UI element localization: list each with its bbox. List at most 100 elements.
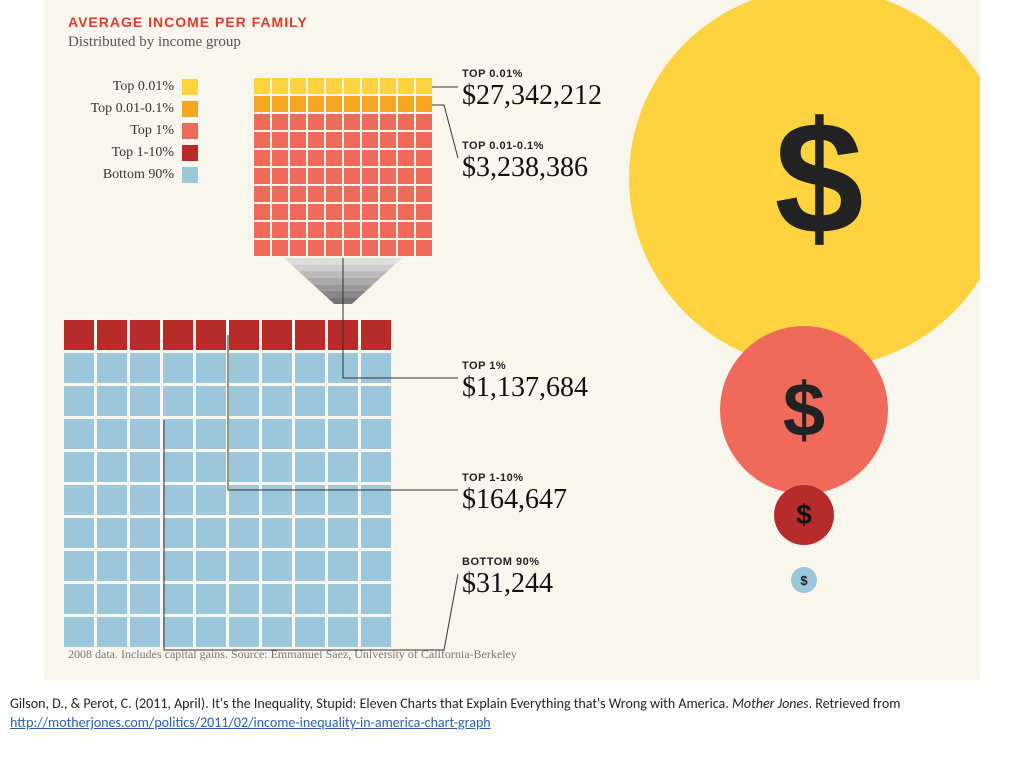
grid-cell: [130, 452, 160, 482]
value-label: TOP 0.01%$27,342,212: [462, 68, 602, 112]
grid-cell: [308, 240, 324, 256]
grid-cell: [361, 353, 391, 383]
grid-cell: [295, 617, 325, 647]
grid-cell: [130, 353, 160, 383]
grid-cell: [362, 186, 378, 202]
grid-cell: [97, 320, 127, 350]
funnel-icon: [284, 258, 402, 304]
grid-cell: [308, 96, 324, 112]
value-label: TOP 0.01-0.1%$3,238,386: [462, 140, 588, 184]
grid-cell: [295, 551, 325, 581]
grid-cell: [229, 617, 259, 647]
grid-cell: [416, 204, 432, 220]
grid-cell: [361, 485, 391, 515]
citation-text: Gilson, D., & Perot, C. (2011, April). I…: [10, 695, 1014, 733]
value-amount: $31,244: [462, 568, 553, 600]
grid-cell: [328, 452, 358, 482]
grid-cell: [416, 240, 432, 256]
value-tag: TOP 0.01-0.1%: [462, 140, 588, 152]
dollar-icon: $: [796, 499, 812, 531]
grid-cell: [380, 78, 396, 94]
grid-cell: [361, 419, 391, 449]
grid-cell: [130, 617, 160, 647]
grid-cell: [416, 150, 432, 166]
citation-part-b: . Retrieved from: [809, 695, 901, 712]
value-tag: TOP 1%: [462, 360, 588, 372]
grid-cell: [97, 518, 127, 548]
citation-journal: Mother Jones: [732, 695, 809, 712]
grid-cell: [362, 96, 378, 112]
grid-cell: [272, 240, 288, 256]
grid-cell: [262, 518, 292, 548]
grid-cell: [262, 386, 292, 416]
grid-cell: [380, 132, 396, 148]
grid-cell: [97, 452, 127, 482]
grid-cell: [344, 114, 360, 130]
value-amount: $1,137,684: [462, 372, 588, 404]
grid-cell: [272, 222, 288, 238]
grid-cell: [254, 168, 270, 184]
grid-cell: [64, 617, 94, 647]
grid-cell: [398, 78, 414, 94]
grid-cell: [229, 452, 259, 482]
grid-cell: [361, 386, 391, 416]
grid-cell: [229, 320, 259, 350]
grid-cell: [229, 419, 259, 449]
grid-cell: [254, 186, 270, 202]
grid-cell: [254, 132, 270, 148]
grid-cell: [229, 485, 259, 515]
value-tag: BOTTOM 90%: [462, 556, 553, 568]
income-bubble: $: [791, 567, 817, 593]
dollar-icon: $: [800, 573, 807, 588]
grid-cell: [398, 96, 414, 112]
grid-cell: [229, 353, 259, 383]
grid-cell: [362, 222, 378, 238]
grid-cell: [163, 320, 193, 350]
legend-label: Top 1%: [130, 123, 174, 139]
grid-cell: [416, 186, 432, 202]
grid-cell: [163, 518, 193, 548]
grid-cell: [380, 96, 396, 112]
grid-cell: [326, 150, 342, 166]
legend-label: Top 1-10%: [112, 145, 174, 161]
grid-cell: [295, 386, 325, 416]
grid-cell: [130, 518, 160, 548]
grid-cell: [272, 186, 288, 202]
grid-cell: [97, 551, 127, 581]
grid-cell: [196, 419, 226, 449]
grid-cell: [97, 617, 127, 647]
grid-cell: [308, 168, 324, 184]
grid-cell: [295, 320, 325, 350]
grid-cell: [262, 485, 292, 515]
grid-cell: [328, 617, 358, 647]
grid-cell: [326, 114, 342, 130]
population-grid: [64, 320, 391, 647]
grid-cell: [196, 485, 226, 515]
grid-cell: [362, 240, 378, 256]
value-amount: $27,342,212: [462, 80, 602, 112]
grid-cell: [308, 222, 324, 238]
grid-cell: [64, 551, 94, 581]
grid-cell: [163, 386, 193, 416]
grid-cell: [290, 96, 306, 112]
grid-cell: [130, 584, 160, 614]
grid-cell: [64, 320, 94, 350]
grid-cell: [272, 168, 288, 184]
grid-cell: [398, 168, 414, 184]
grid-cell: [398, 114, 414, 130]
grid-cell: [229, 386, 259, 416]
grid-cell: [254, 114, 270, 130]
grid-cell: [272, 132, 288, 148]
grid-cell: [295, 419, 325, 449]
grid-cell: [262, 353, 292, 383]
grid-cell: [295, 518, 325, 548]
grid-cell: [398, 204, 414, 220]
citation-link[interactable]: http://motherjones.com/politics/2011/02/…: [10, 714, 491, 731]
grid-cell: [64, 518, 94, 548]
grid-cell: [254, 204, 270, 220]
grid-cell: [272, 114, 288, 130]
infographic-canvas: AVERAGE INCOME PER FAMILY Distributed by…: [44, 0, 980, 680]
grid-cell: [290, 222, 306, 238]
grid-cell: [262, 452, 292, 482]
grid-cell: [361, 584, 391, 614]
